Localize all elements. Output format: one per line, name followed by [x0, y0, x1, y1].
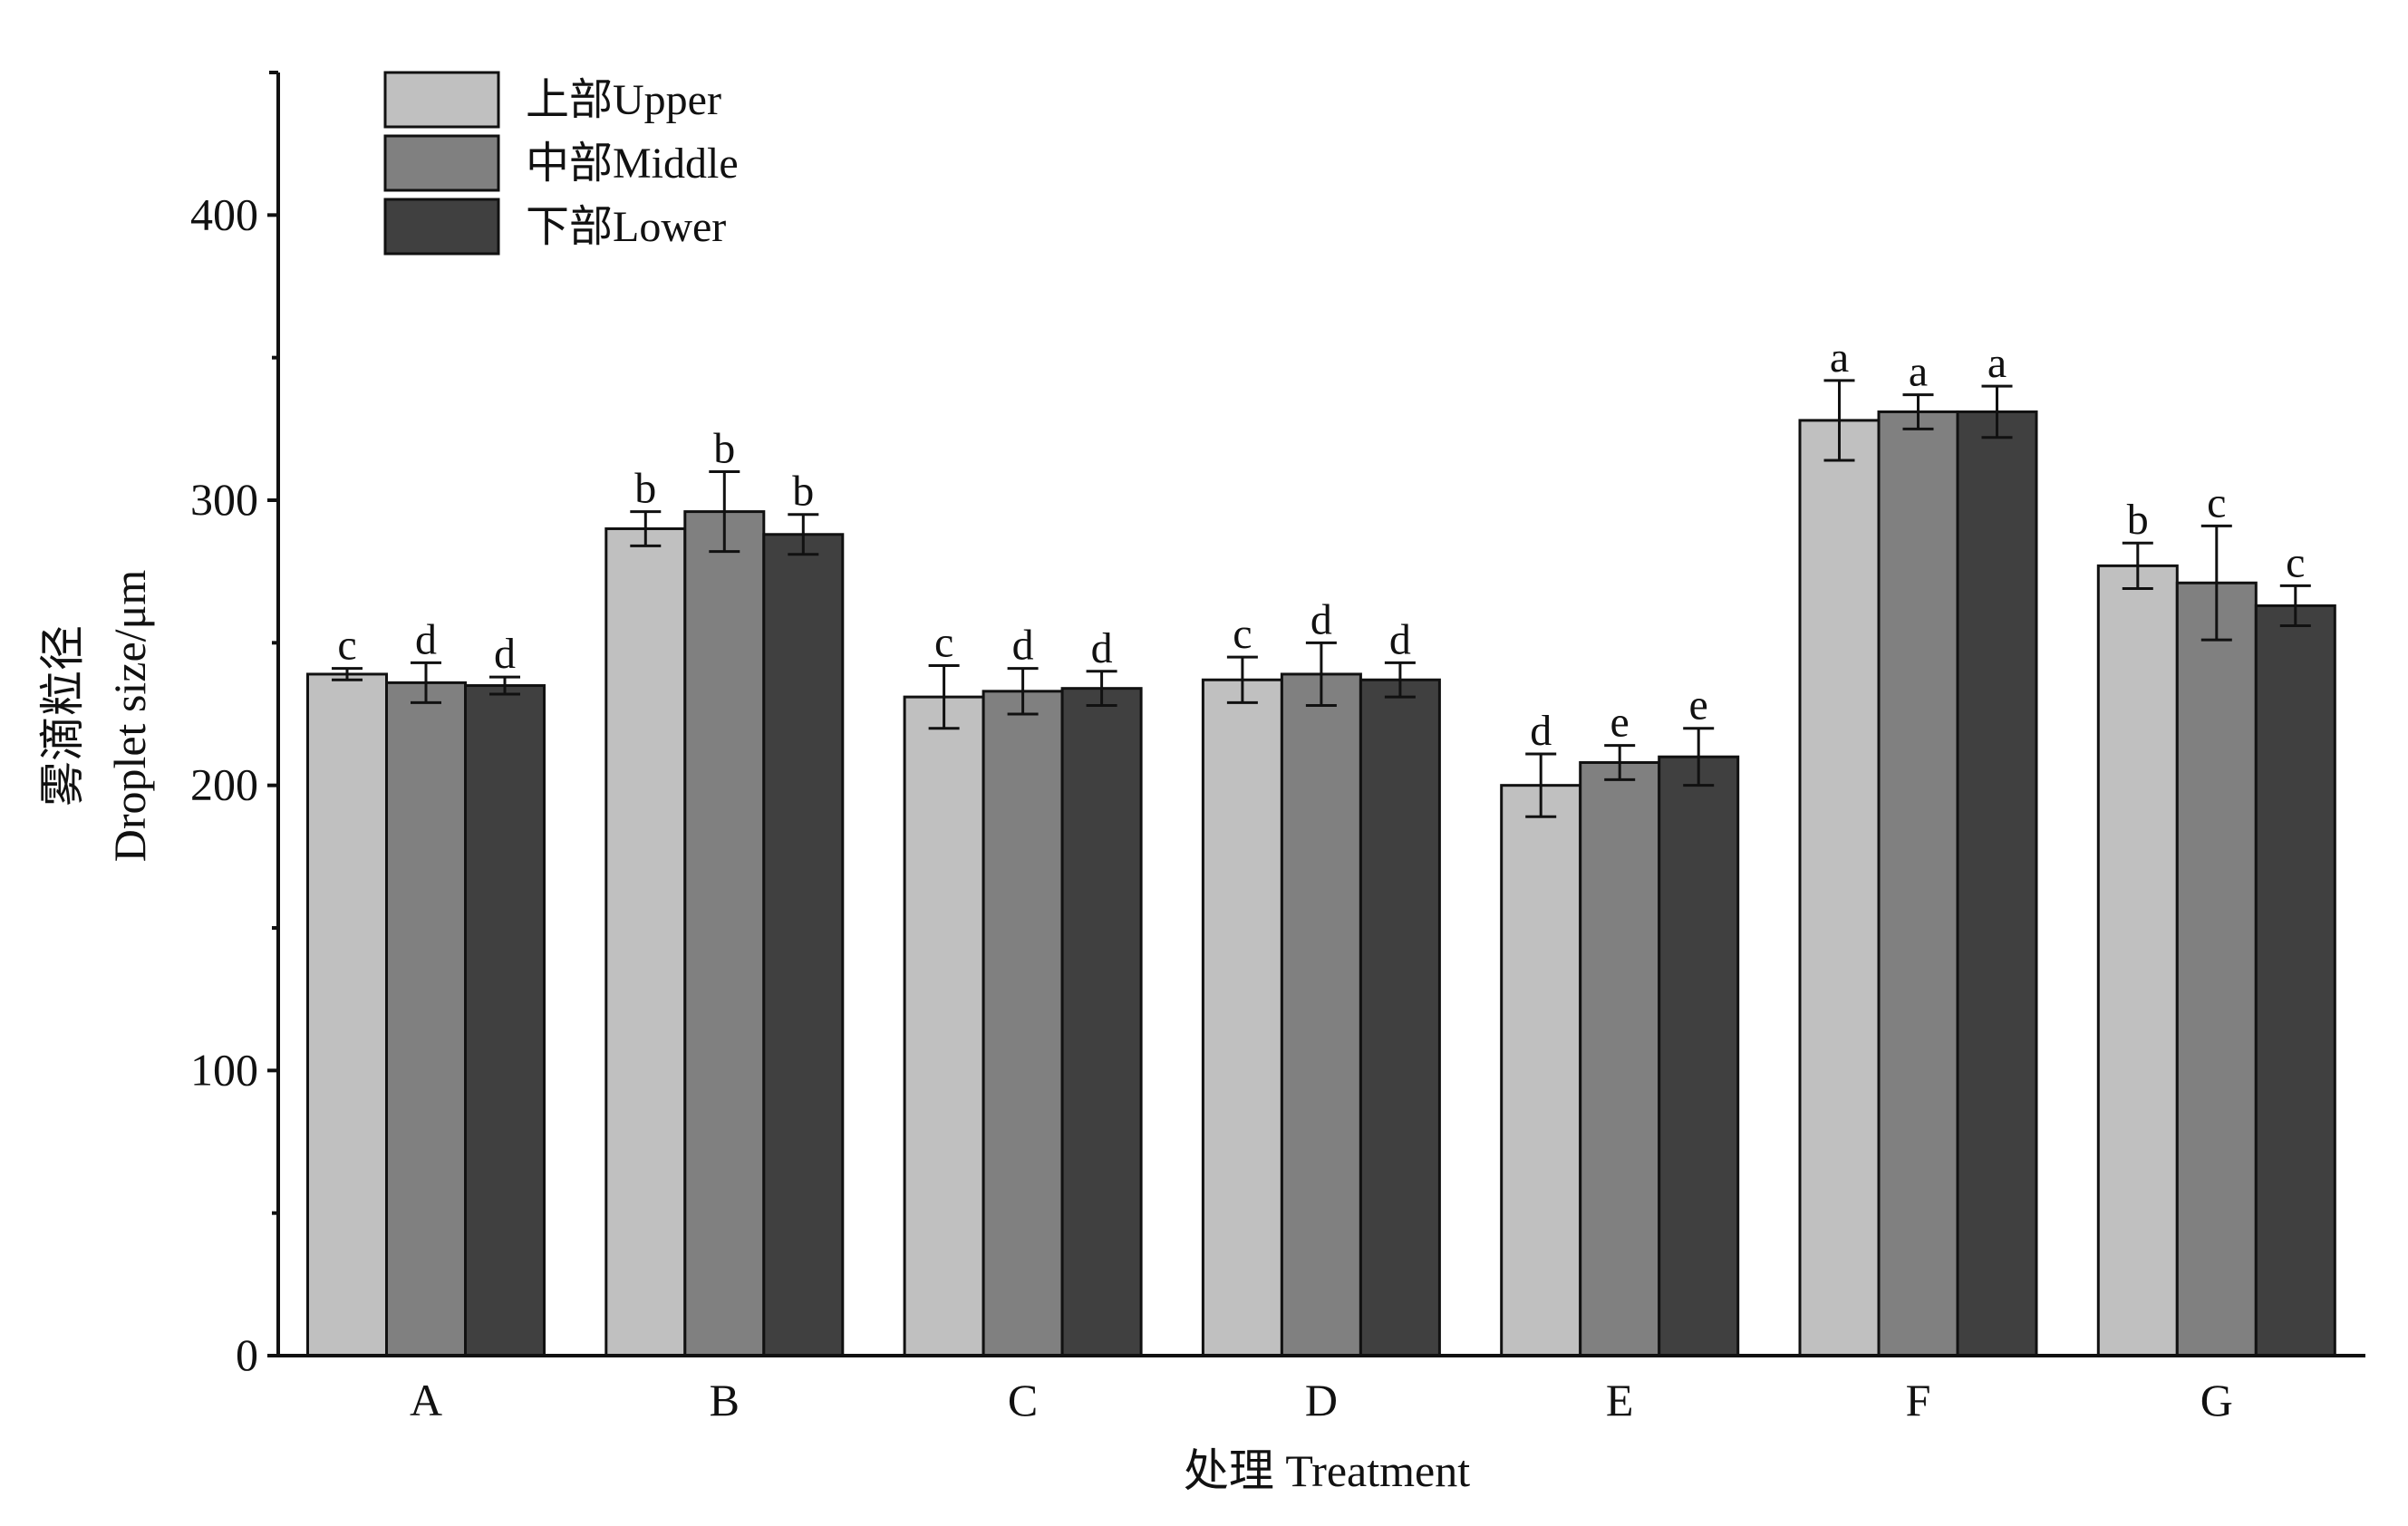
x-tick-label-B: B: [710, 1375, 740, 1425]
significance-letter-A-3: d: [494, 630, 516, 678]
bar-F-2: [1877, 410, 1959, 1357]
bar-D-3: [1359, 678, 1441, 1357]
significance-letter-C-1: c: [934, 619, 953, 667]
axes-layer: A B C D E F G 0 100 200 300 400: [190, 71, 2365, 1425]
significance-letter-F-3: a: [1987, 339, 2007, 387]
significance-letter-G-2: c: [2207, 478, 2226, 526]
x-tick-label-A: A: [410, 1375, 442, 1425]
significance-letter-A-1: c: [337, 622, 356, 670]
x-tick-label-D: D: [1305, 1375, 1338, 1425]
bar-A-3: [464, 684, 546, 1357]
bar-C-2: [982, 690, 1064, 1357]
significance-letter-C-3: d: [1091, 624, 1113, 672]
bar-G-3: [2254, 604, 2336, 1357]
y-tick-label-100: 100: [190, 1044, 258, 1095]
significance-letter-F-1: a: [1830, 333, 1849, 382]
bar-A-2: [385, 681, 467, 1357]
bar-B-3: [762, 533, 845, 1357]
significance-letter-D-1: c: [1233, 610, 1252, 658]
y-tick-label-200: 200: [190, 759, 258, 810]
bar-D-1: [1201, 678, 1283, 1357]
significance-letter-D-3: d: [1389, 615, 1411, 663]
x-tick-label-E: E: [1606, 1375, 1634, 1425]
significance-letter-A-2: d: [415, 615, 437, 663]
bar-E-2: [1579, 760, 1661, 1357]
legend-swatch-3: [383, 198, 500, 256]
x-tick-label-C: C: [1008, 1375, 1038, 1425]
x-axis-title: 处理 Treatment: [1184, 1445, 1470, 1496]
bar-F-1: [1798, 419, 1881, 1357]
bar-D-2: [1280, 672, 1362, 1357]
bar-F-3: [1956, 410, 2038, 1357]
significance-letter-E-3: e: [1689, 681, 1708, 729]
significance-letter-G-1: b: [2127, 496, 2149, 544]
bar-G-1: [2096, 564, 2179, 1357]
bar-C-3: [1060, 687, 1143, 1357]
significance-letter-B-3: b: [792, 468, 814, 516]
y-tick-label-0: 0: [236, 1329, 258, 1380]
y-tick-label-400: 400: [190, 188, 258, 239]
legend-swatch-2: [383, 134, 500, 192]
significance-letter-B-1: b: [634, 465, 656, 513]
legend-label-2: 中部Middle: [526, 140, 739, 188]
y-tick-label-300: 300: [190, 474, 258, 525]
bar-E-1: [1500, 784, 1582, 1357]
bars-layer: c d d b b b c d d c d d d e e a a a b c c: [306, 333, 2336, 1357]
bar-B-2: [683, 510, 766, 1357]
significance-letter-D-2: d: [1310, 595, 1332, 643]
significance-letter-F-2: a: [1909, 348, 1928, 396]
x-tick-label-G: G: [2200, 1375, 2233, 1425]
bar-B-1: [604, 526, 687, 1357]
bar-A-1: [306, 672, 388, 1357]
significance-letter-E-2: e: [1610, 699, 1630, 747]
y-axis-title-chinese: 雾滴粒径: [37, 625, 88, 806]
significance-letter-G-3: c: [2286, 538, 2305, 586]
x-tick-label-F: F: [1906, 1375, 1931, 1425]
bar-E-3: [1658, 755, 1740, 1357]
legend: 上部Upper 中部Middle 下部Lower: [383, 71, 739, 256]
legend-swatch-1: [383, 71, 500, 129]
significance-letter-E-1: d: [1530, 707, 1552, 755]
legend-label-3: 下部Lower: [526, 203, 726, 251]
legend-label-1: 上部Upper: [526, 76, 721, 124]
bar-C-1: [903, 695, 985, 1357]
bar-G-2: [2175, 581, 2258, 1357]
significance-letter-C-2: d: [1012, 622, 1034, 670]
significance-letter-B-2: b: [713, 425, 735, 473]
y-axis-title: Droplet size/μm: [104, 570, 155, 863]
